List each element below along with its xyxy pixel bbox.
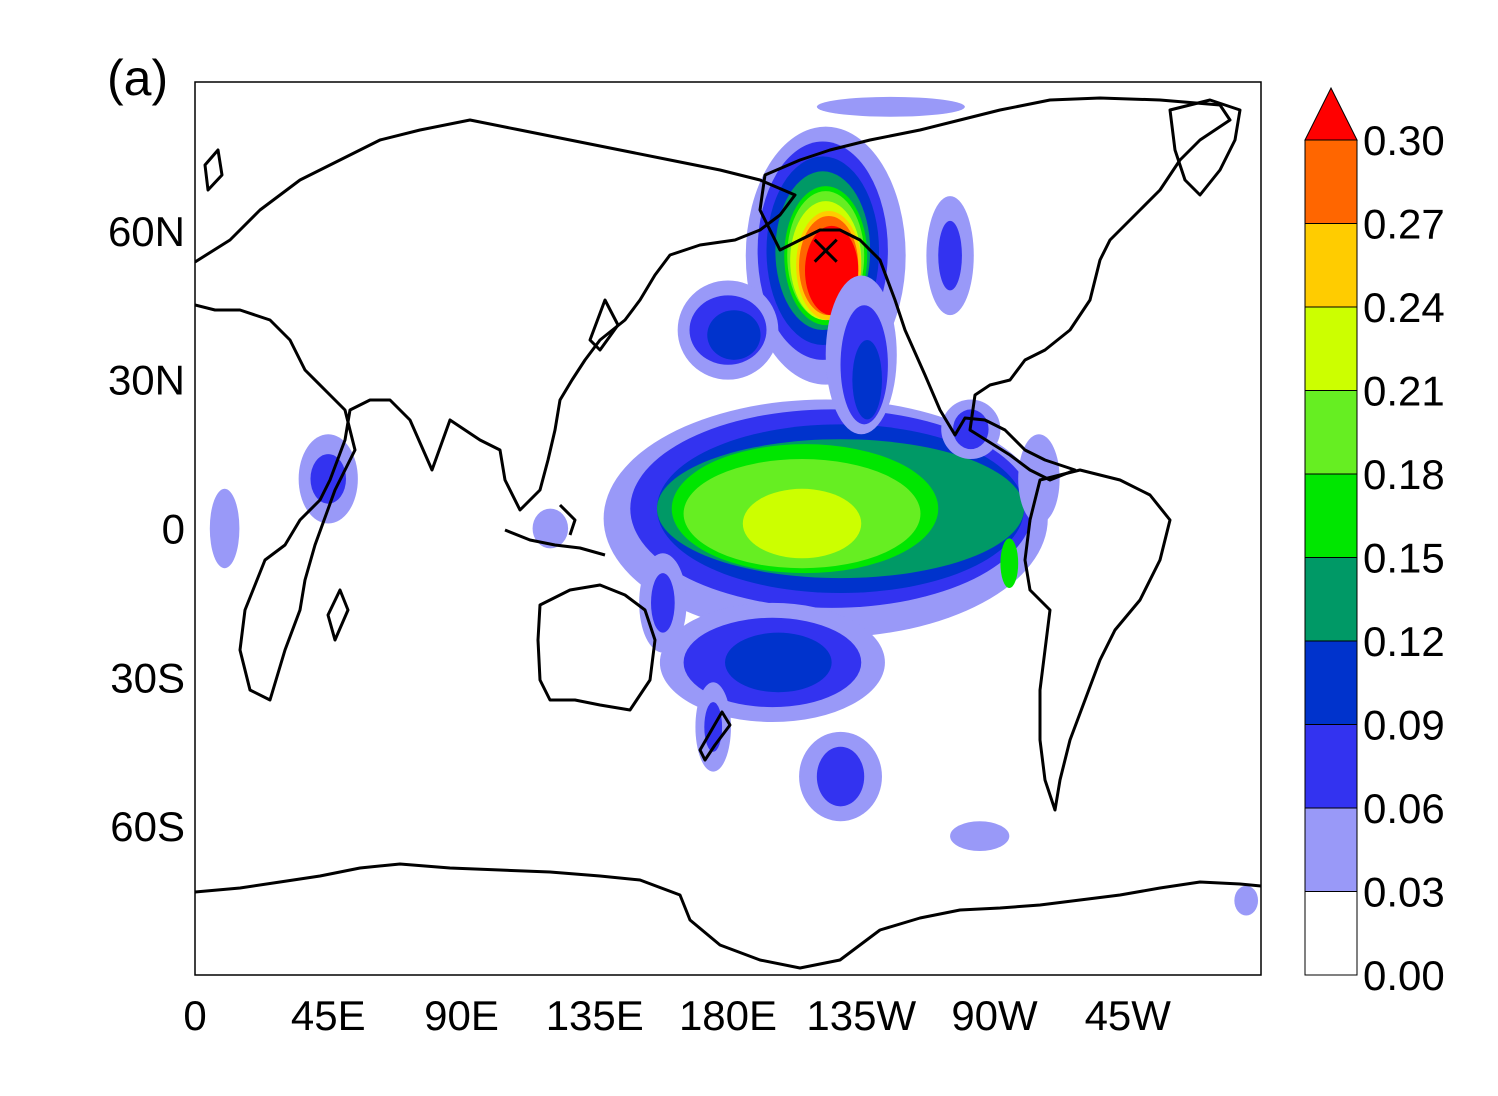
y-tick-label: 30S <box>110 654 185 701</box>
colorbar-label: 0.24 <box>1363 284 1445 331</box>
x-axis-ticks: 0 45E 90E 135E 180E 135W 90W 45W <box>183 992 1171 1039</box>
coastline-antarctica <box>195 862 1261 970</box>
y-tick-label: 0 <box>162 506 185 553</box>
colorbar-box <box>1304 139 1358 224</box>
coastline-eurasia-africa <box>195 118 797 702</box>
coastline-greenland <box>1168 98 1242 197</box>
shaded-region-35 <box>1018 434 1060 524</box>
colorbar-label: 0.09 <box>1363 702 1445 749</box>
shaded-region-41 <box>816 96 965 117</box>
coastline-north-america <box>758 96 1232 482</box>
shaded-region-39 <box>310 454 347 504</box>
shaded-region-37 <box>938 220 962 291</box>
shaded-region-44 <box>1234 885 1259 916</box>
x-tick-label: 90E <box>424 992 499 1039</box>
colorbar: 0.00 0.03 0.06 0.09 0.12 0.15 0.18 0.21 0.24 0.27… <box>1304 86 1445 999</box>
colorbar-overflow-triangle <box>1304 86 1358 141</box>
colorbar-box <box>1304 724 1358 809</box>
colorbar-label: 0.06 <box>1363 785 1445 832</box>
x-tick-label: 180E <box>679 992 777 1039</box>
marker-stroke <box>813 238 838 263</box>
coastline-japan <box>588 298 620 352</box>
colorbar-box <box>1304 390 1358 475</box>
shaded-region-30 <box>651 573 675 633</box>
shaded-region-20 <box>707 310 761 360</box>
plot-frame <box>194 81 1262 976</box>
colorbar-box <box>1304 640 1358 725</box>
shaded-region-40 <box>209 488 240 569</box>
x-tick-label: 90W <box>951 992 1038 1039</box>
colorbar-label: 0.21 <box>1363 368 1445 415</box>
shaded-region-26 <box>725 632 832 693</box>
colorbar-label: 0.30 <box>1363 117 1445 164</box>
panel-label: (a) <box>107 50 168 106</box>
colorbar-label: 0.03 <box>1363 869 1445 916</box>
y-tick-label: 60N <box>108 208 185 255</box>
colorbar-box <box>1304 807 1358 892</box>
colorbar-label: 0.00 <box>1363 952 1445 999</box>
max-marker <box>813 238 838 263</box>
shaded-region-32 <box>816 746 865 807</box>
shaded-region-43 <box>532 508 569 549</box>
y-axis-ticks: 60N 30N 0 30S 60S <box>108 208 185 850</box>
coastline-south-america <box>1023 468 1172 812</box>
colorbar-box <box>1304 306 1358 391</box>
coastline-new-zealand <box>698 710 732 762</box>
shaded-region-16 <box>742 488 862 559</box>
x-tick-label: 135E <box>546 992 644 1039</box>
coastline-layer <box>195 96 1261 970</box>
colorbar-label: 0.18 <box>1363 451 1445 498</box>
colorbar-label: 0.27 <box>1363 201 1445 248</box>
x-tick-label: 45E <box>291 992 366 1039</box>
colorbar-box <box>1304 473 1358 558</box>
x-tick-label: 135W <box>806 992 916 1039</box>
x-tick-label: 0 <box>183 992 206 1039</box>
colorbar-box <box>1304 557 1358 642</box>
shading-layer <box>209 96 1259 916</box>
shaded-region-23 <box>852 339 882 420</box>
colorbar-box <box>1304 891 1358 976</box>
coastline-australia <box>536 583 657 712</box>
colorbar-label: 0.15 <box>1363 535 1445 582</box>
colorbar-box <box>1304 223 1358 308</box>
coastline-madagascar <box>326 588 350 642</box>
coastline-uk <box>203 148 224 192</box>
coastline-indonesia <box>504 503 606 557</box>
y-tick-label: 30N <box>108 357 185 404</box>
colorbar-label: 0.12 <box>1363 618 1445 665</box>
shaded-region-17 <box>1000 538 1019 589</box>
x-tick-label: 45W <box>1085 992 1172 1039</box>
shaded-region-42 <box>950 821 1010 851</box>
y-tick-label: 60S <box>110 803 185 850</box>
